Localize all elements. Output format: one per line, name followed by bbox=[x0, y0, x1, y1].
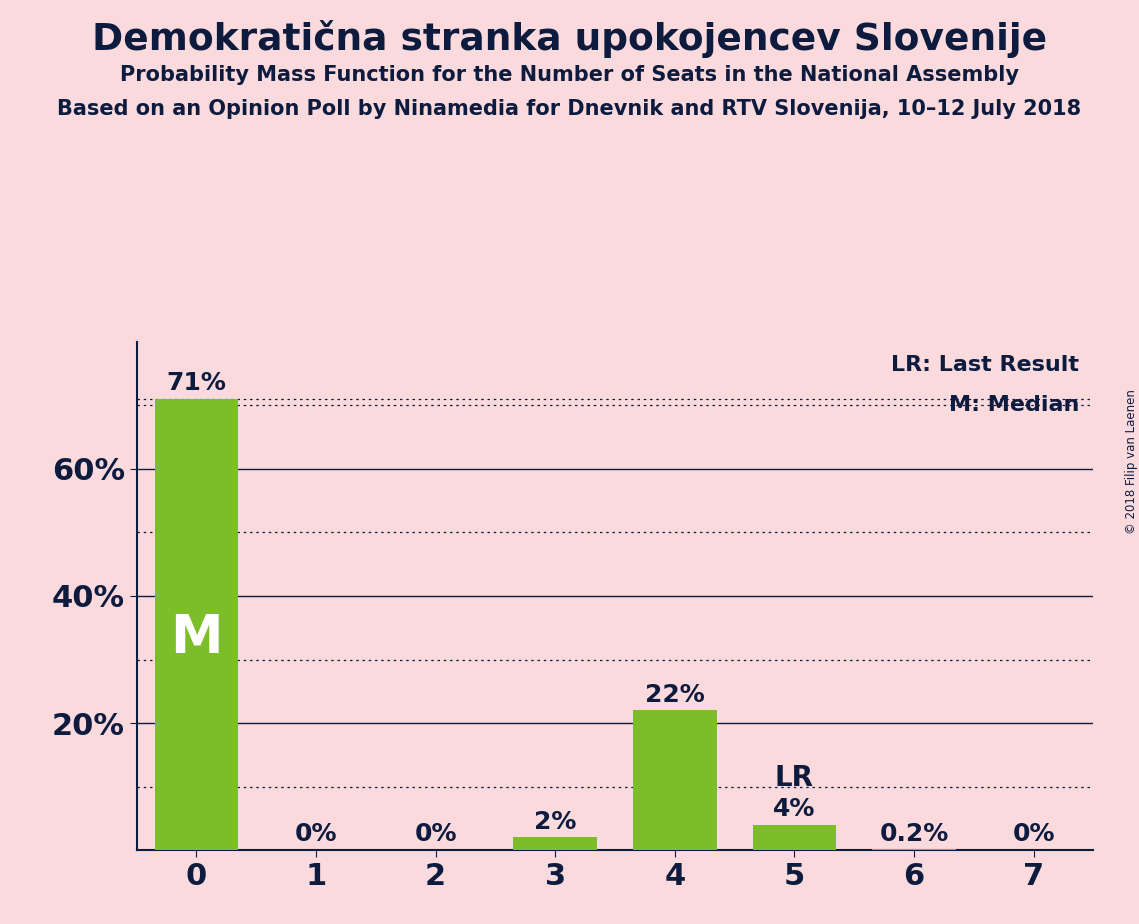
Text: Based on an Opinion Poll by Ninamedia for Dnevnik and RTV Slovenija, 10–12 July : Based on an Opinion Poll by Ninamedia fo… bbox=[57, 99, 1082, 119]
Text: M: M bbox=[170, 612, 223, 664]
Text: 0.2%: 0.2% bbox=[879, 822, 949, 846]
Text: LR: Last Result: LR: Last Result bbox=[891, 355, 1079, 374]
Text: 0%: 0% bbox=[415, 822, 457, 846]
Bar bbox=[753, 824, 836, 850]
Text: 22%: 22% bbox=[645, 683, 705, 707]
Text: 2%: 2% bbox=[534, 809, 576, 833]
Text: Demokratična stranka upokojencev Slovenije: Demokratična stranka upokojencev Sloveni… bbox=[92, 20, 1047, 58]
Bar bbox=[872, 849, 956, 850]
Text: © 2018 Filip van Laenen: © 2018 Filip van Laenen bbox=[1124, 390, 1138, 534]
Bar bbox=[155, 399, 238, 850]
Text: M: Median: M: Median bbox=[949, 395, 1079, 415]
Text: Probability Mass Function for the Number of Seats in the National Assembly: Probability Mass Function for the Number… bbox=[120, 65, 1019, 85]
Text: 71%: 71% bbox=[166, 371, 227, 395]
Text: 0%: 0% bbox=[295, 822, 337, 846]
Bar bbox=[633, 711, 716, 850]
Text: 0%: 0% bbox=[1013, 822, 1055, 846]
Bar bbox=[514, 837, 597, 850]
Text: 4%: 4% bbox=[773, 796, 816, 821]
Text: LR: LR bbox=[775, 763, 814, 792]
